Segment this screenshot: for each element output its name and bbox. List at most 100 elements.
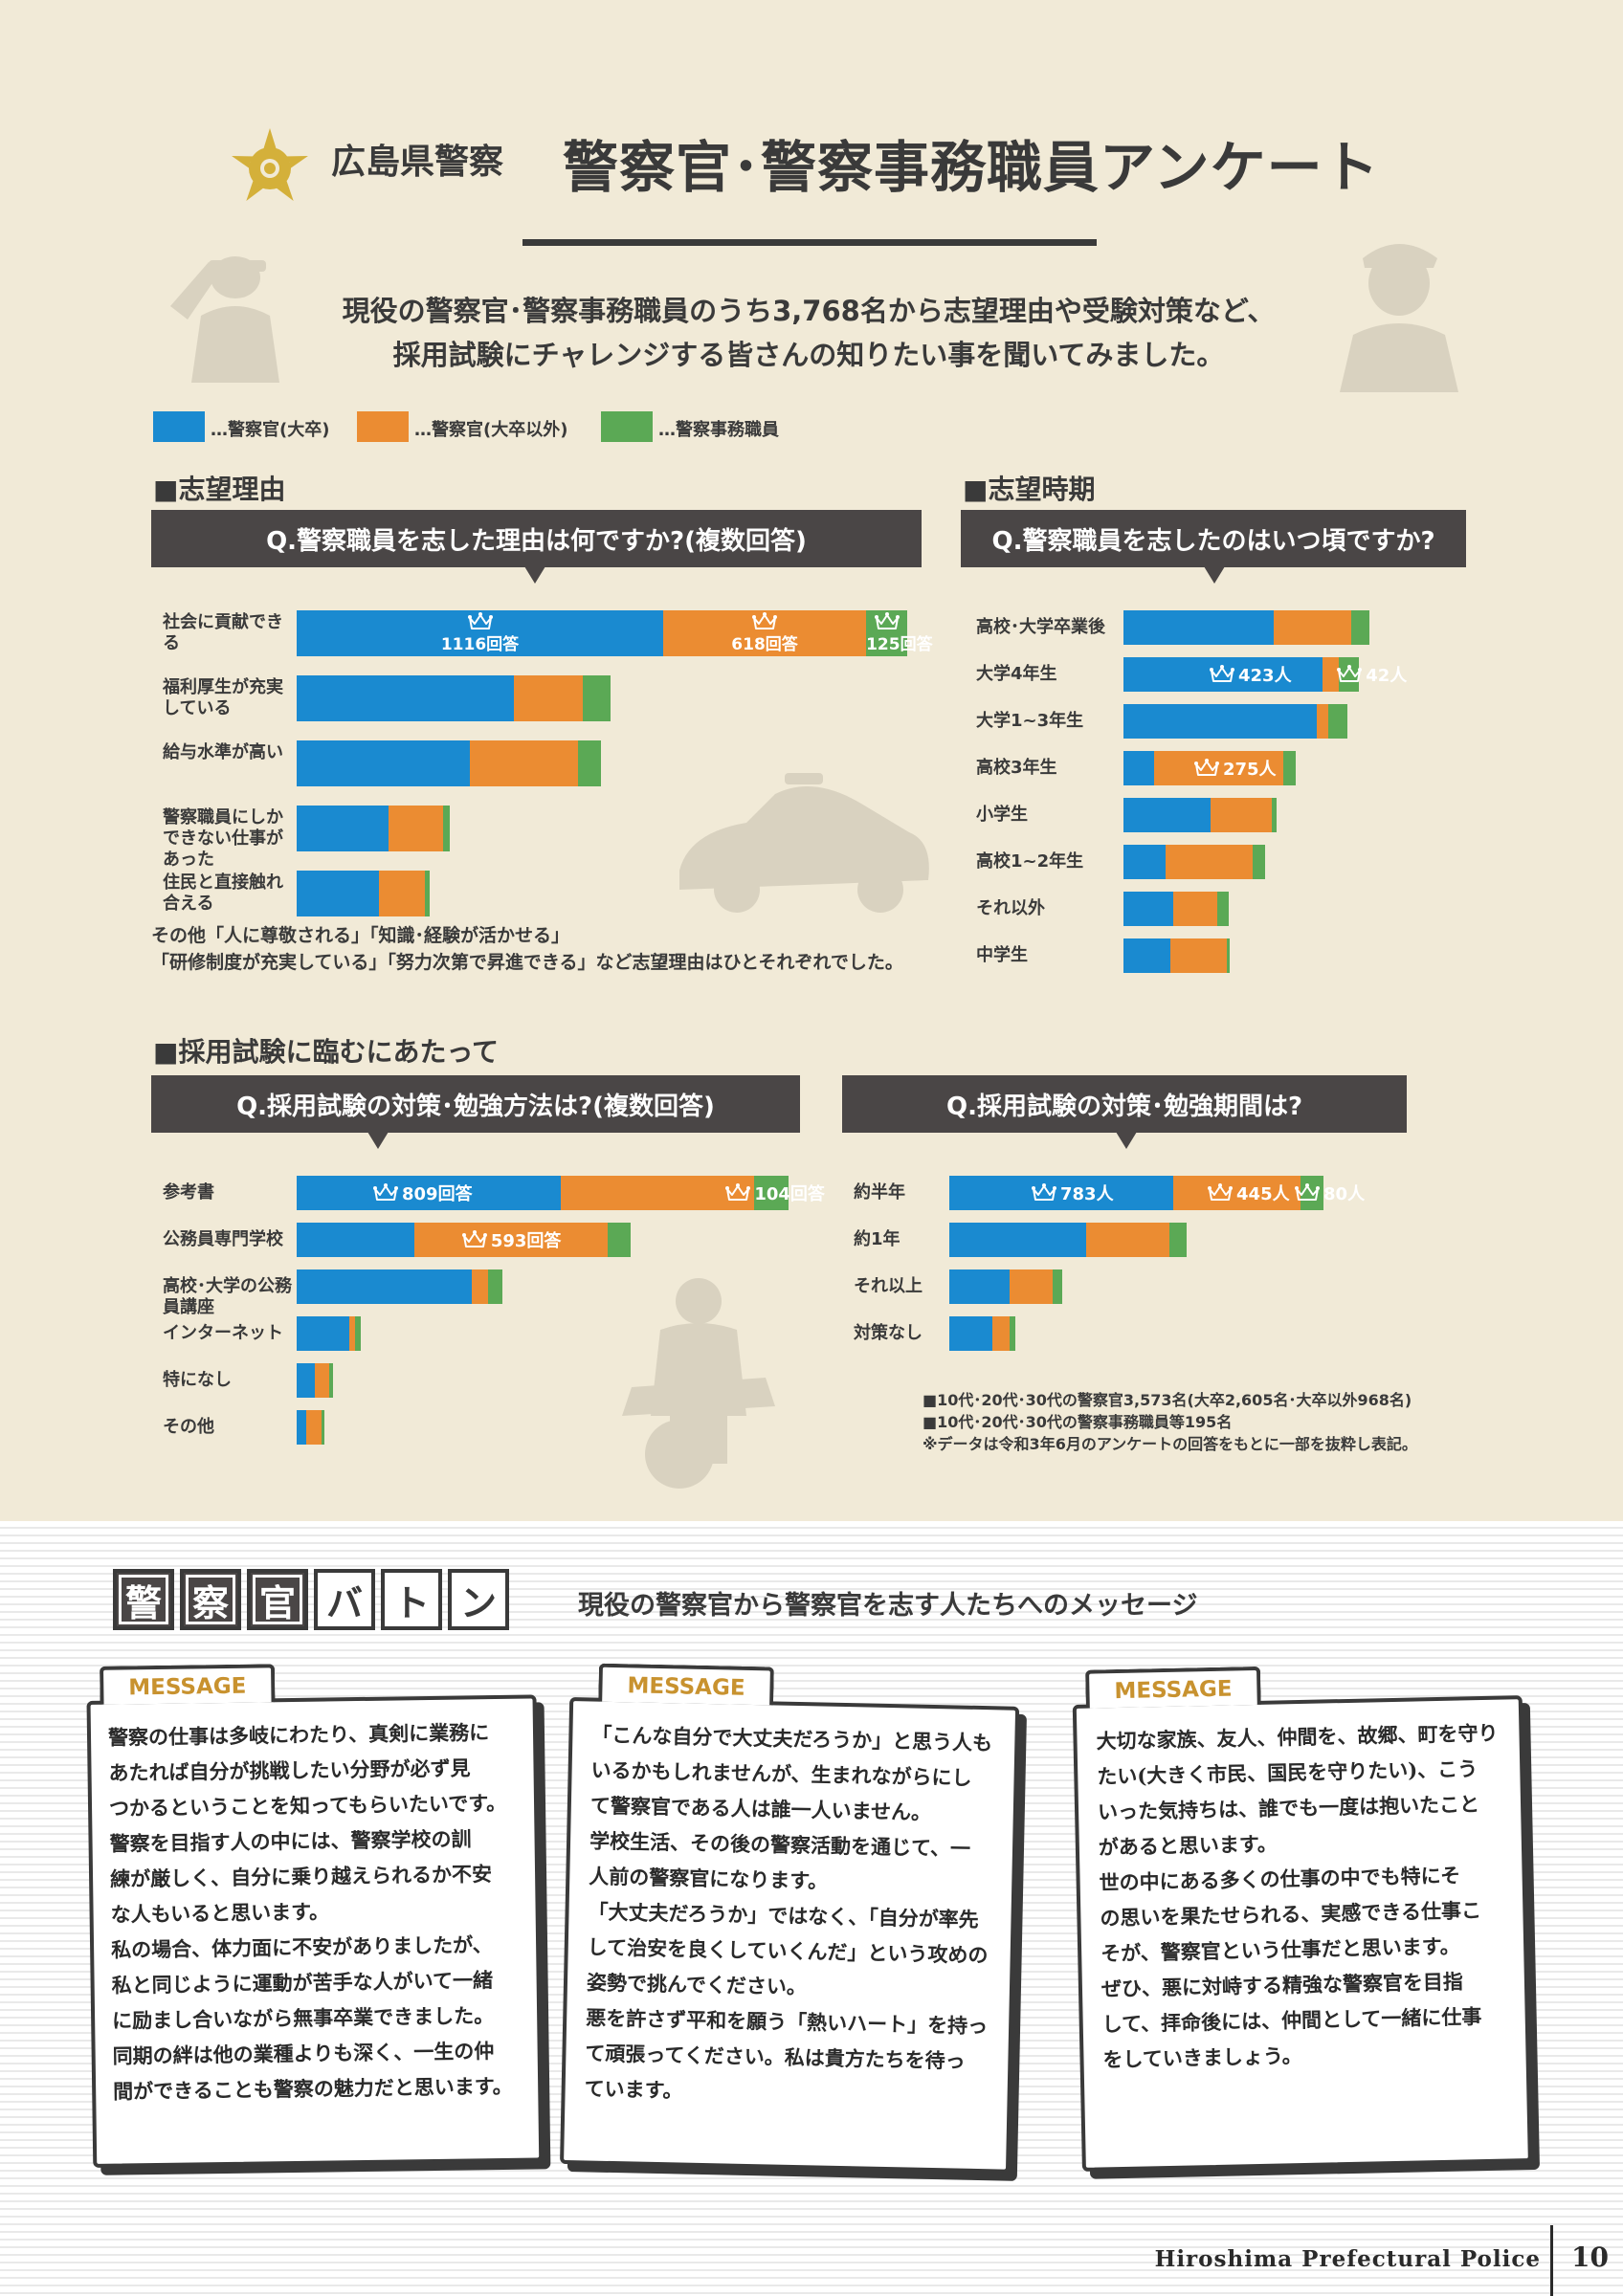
saluting-officer-illustration: [170, 256, 279, 383]
bar-segment-clerk: [1351, 610, 1370, 645]
bar-segment-non-graduate: [1170, 938, 1228, 973]
category-label: 住民と直接触れ合える: [163, 872, 283, 914]
bar-segment-clerk: [1283, 751, 1296, 785]
stacked-bar: [297, 1363, 334, 1398]
message-line: をしていきましょう。: [1102, 2043, 1302, 2072]
stacked-bar: [1123, 704, 1347, 739]
legend-label-nongraduate: …警察官(大卒以外): [414, 420, 568, 440]
bar-segment-graduate: 1116回答: [297, 610, 663, 656]
stacked-bar: [949, 1269, 1063, 1304]
footnotes: ■10代･20代･30代の警察官3,573名(大卒2,605名･大卒以外968名…: [923, 1389, 1417, 1455]
baton-char: 官: [247, 1569, 308, 1630]
crown-icon: [373, 1183, 398, 1203]
bar-segment-graduate: [1123, 798, 1211, 832]
bar-segment-non-graduate: [1086, 1223, 1170, 1257]
bar-segment-clerk: 42人: [1337, 657, 1407, 692]
stacked-bar: [297, 1316, 361, 1351]
bar-segment-non-graduate: [991, 1316, 1010, 1351]
bar-segment-non-graduate: [1009, 1269, 1053, 1304]
stacked-bar: 593回答: [297, 1223, 632, 1257]
reason-note-line-2: 「研修制度が充実している」「努力次第で昇進できる」など志望理由はひとそれぞれでし…: [151, 952, 903, 973]
bar-segment-graduate: 809回答: [297, 1176, 562, 1210]
bar-segment-clerk: 125回答: [866, 610, 933, 656]
data-label: 275人: [1222, 760, 1277, 780]
category-label: 高校1~2年生: [976, 851, 1084, 872]
stacked-bar: 1116回答 618回答 125回答: [297, 610, 933, 656]
message-line: つかるということを知ってもらいたいです。: [108, 1790, 507, 1821]
bar-segment-non-graduate: [378, 871, 425, 916]
stacked-bar: 275人: [1123, 751, 1296, 785]
bar-segment-clerk: [1227, 938, 1230, 973]
data-label: 104回答: [754, 1184, 825, 1204]
bar-segment-non-graduate: 618回答: [663, 610, 867, 656]
bar-segment-clerk: [321, 1410, 324, 1445]
footer-name: Hiroshima Prefectural Police: [1154, 2246, 1541, 2272]
message-text-3: 大切な家族、友人、仲間を、故郷、町を守り たい(大きく市民、国民を守りたい)、こう…: [1096, 1714, 1515, 2077]
crown-icon: [1032, 1183, 1056, 1203]
footnote-3: ※データは令和3年6月のアンケートの回答をもとに一部を抜粋し表記。: [923, 1435, 1417, 1453]
crown-icon: [1337, 665, 1363, 684]
bar-segment-clerk: [1253, 845, 1265, 879]
data-label: 783人: [1060, 1184, 1114, 1204]
category-label: 給与水準が高い: [163, 742, 283, 762]
stacked-bar: [297, 806, 450, 851]
bar-segment-non-graduate: [1274, 610, 1352, 645]
bar-segment-non-graduate: [306, 1410, 322, 1445]
category-label: 対策なし: [854, 1323, 923, 1343]
category-label: 大学4年生: [976, 664, 1057, 684]
police-motorcycle-illustration: [622, 1278, 775, 1489]
bar-segment-clerk: [1009, 1316, 1015, 1351]
bar-segment-graduate: [297, 1363, 315, 1398]
crown-icon: [752, 612, 778, 631]
question-timing: Q.警察職員を志したのはいつ頃ですか?: [961, 510, 1466, 567]
category-label: 約半年: [854, 1182, 905, 1203]
category-label: 参考書: [163, 1182, 214, 1203]
stacked-bar: [297, 1269, 502, 1304]
stacked-bar: [1123, 798, 1277, 832]
message-line: な人もいると思います。: [110, 1899, 330, 1927]
page-number: 10: [1571, 2241, 1609, 2273]
data-label: 125回答: [866, 635, 933, 654]
message-line: 警察の仕事は多岐にわたり、真剣に業務に: [107, 1720, 490, 1750]
bar-segment-non-graduate: [1166, 845, 1254, 879]
message-text-2: 「こんな自分で大丈夫だろうか」と思う人も いるかもしれませんが、生まれながらにして…: [584, 1716, 1003, 2114]
bar-segment-graduate: [297, 806, 389, 851]
baton-char: 警: [113, 1569, 174, 1630]
bar-segment-graduate: [297, 1410, 307, 1445]
legend-swatch-orange: [357, 411, 409, 442]
baton-title: 警 察 官 バ ト ン: [113, 1569, 509, 1630]
bar-segment-clerk: 104回答: [725, 1176, 825, 1210]
bar-segment-clerk: [582, 675, 611, 721]
data-label: 593回答: [490, 1231, 562, 1251]
bar-segment-non-graduate: [470, 740, 579, 786]
bar-segment-non-graduate: [314, 1363, 330, 1398]
category-label: 公務員専門学校: [163, 1229, 283, 1249]
police-emblem-icon: [232, 128, 308, 201]
bar-segment-graduate: [1123, 704, 1317, 739]
footnote-1: ■10代･20代･30代の警察官3,573名(大卒2,605名･大卒以外968名…: [923, 1391, 1412, 1409]
survey-section: [0, 0, 1623, 1521]
baton-char: ト: [381, 1569, 442, 1630]
crown-icon: [1208, 1183, 1234, 1203]
bar-segment-graduate: [297, 1223, 414, 1257]
intro-line-1: 現役の警察官･警察事務職員のうち3,768名から志望理由や受験対策など、: [342, 295, 1276, 327]
bar-segment-graduate: [1123, 938, 1171, 973]
message-tag: MESSAGE: [99, 1664, 276, 1705]
bar-segment-clerk: [1327, 704, 1347, 739]
bar-segment-non-graduate: 593回答: [413, 1223, 609, 1257]
bar-segment-graduate: [1123, 892, 1173, 926]
bar-segment-graduate: [297, 1316, 349, 1351]
question-pointer: [1204, 566, 1225, 584]
message-line: 練が厳しく、自分に乗り越えられるか不安: [109, 1862, 493, 1891]
bar-segment-clerk: [487, 1269, 502, 1304]
legend-label-clerk: …警察事務職員: [658, 420, 779, 440]
bar-segment-clerk: [1052, 1269, 1063, 1304]
bar-segment-non-graduate: [348, 1316, 356, 1351]
question-pointer: [1116, 1132, 1137, 1149]
bar-segment-graduate: [949, 1269, 1010, 1304]
category-label: 社会に貢献できる: [163, 612, 283, 653]
category-label: インターネット: [163, 1323, 283, 1343]
category-label: 特になし: [163, 1370, 232, 1390]
category-label: 高校3年生: [976, 758, 1057, 778]
section-heading-timing: ■志望時期: [963, 474, 1096, 505]
